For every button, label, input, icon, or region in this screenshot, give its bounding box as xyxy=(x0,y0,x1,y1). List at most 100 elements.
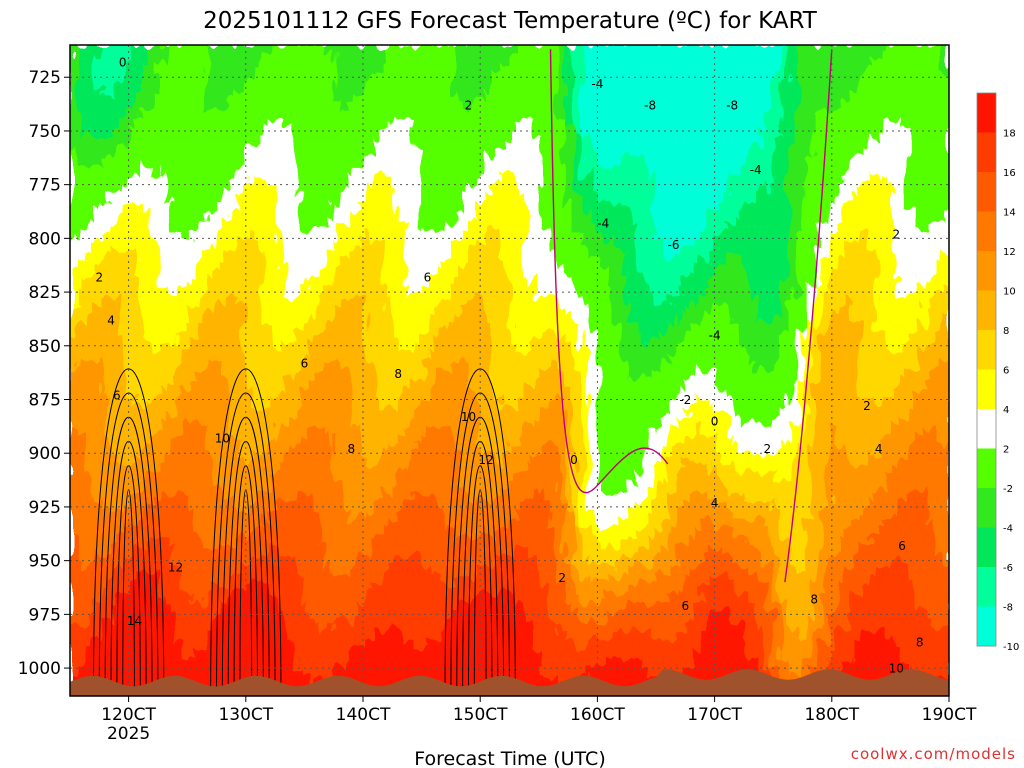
field-cell xyxy=(261,45,271,55)
field-cell xyxy=(620,593,630,604)
field-cell xyxy=(477,528,487,539)
field-cell xyxy=(405,165,415,176)
field-cell xyxy=(413,202,423,213)
field-cell xyxy=(237,593,247,604)
field-cell xyxy=(580,500,590,511)
field-cell xyxy=(509,314,518,325)
field-cell xyxy=(237,444,247,455)
field-cell xyxy=(293,537,303,548)
field-cell xyxy=(532,267,542,278)
field-cell xyxy=(213,667,223,678)
field-cell xyxy=(612,174,622,185)
field-cell xyxy=(309,509,319,520)
field-cell xyxy=(532,611,542,623)
field-cell xyxy=(596,230,606,241)
field-cell xyxy=(261,109,271,120)
field-cell xyxy=(540,267,550,278)
field-cell xyxy=(293,574,303,585)
field-cell xyxy=(317,444,327,455)
field-cell xyxy=(309,481,319,492)
field-cell xyxy=(109,267,119,278)
field-cell xyxy=(133,407,143,418)
field-cell xyxy=(493,63,503,74)
field-cell xyxy=(540,277,550,288)
field-cell xyxy=(117,249,127,260)
field-cell xyxy=(437,351,447,362)
field-cell xyxy=(501,630,510,641)
field-cell xyxy=(149,249,159,260)
field-cell xyxy=(70,425,79,437)
field-cell xyxy=(421,230,431,241)
field-cell xyxy=(341,472,351,483)
field-cell xyxy=(381,556,391,567)
field-cell xyxy=(413,165,423,176)
field-cell xyxy=(501,118,510,130)
field-cell xyxy=(213,193,223,204)
field-cell xyxy=(373,277,383,288)
field-cell xyxy=(524,165,534,176)
field-cell xyxy=(221,649,231,660)
field-cell xyxy=(213,211,223,223)
field-cell xyxy=(70,314,79,325)
field-cell xyxy=(588,137,598,148)
field-cell xyxy=(501,45,510,55)
field-cell xyxy=(253,397,263,409)
field-cell xyxy=(93,611,103,623)
field-cell xyxy=(620,221,630,232)
field-cell xyxy=(333,221,343,232)
field-cell xyxy=(197,146,207,158)
field-cell xyxy=(221,453,231,464)
field-cell xyxy=(620,249,630,260)
field-cell xyxy=(588,81,598,92)
field-cell xyxy=(413,351,423,362)
field-cell xyxy=(333,258,343,269)
field-cell xyxy=(501,128,510,139)
field-cell xyxy=(405,72,415,83)
field-cell xyxy=(77,323,87,334)
field-cell xyxy=(357,304,367,316)
field-cell xyxy=(301,342,311,353)
field-cell xyxy=(85,314,95,325)
field-cell xyxy=(612,128,622,139)
field-cell xyxy=(341,193,351,204)
field-cell xyxy=(548,165,558,176)
field-cell xyxy=(229,342,239,353)
field-cell xyxy=(181,565,191,576)
field-cell xyxy=(620,304,630,316)
field-cell xyxy=(77,453,87,464)
field-cell xyxy=(277,184,287,195)
field-cell xyxy=(580,249,590,260)
field-cell xyxy=(221,221,231,232)
field-cell xyxy=(357,518,367,530)
field-cell xyxy=(548,286,558,297)
field-cell xyxy=(572,100,582,111)
field-cell xyxy=(149,658,159,669)
field-cell xyxy=(485,304,495,316)
field-cell xyxy=(229,370,239,381)
field-cell xyxy=(620,184,630,195)
field-cell xyxy=(596,351,606,362)
field-cell xyxy=(397,546,407,557)
field-cell xyxy=(437,342,447,353)
field-cell xyxy=(349,239,359,251)
field-cell xyxy=(317,546,327,557)
field-cell xyxy=(309,351,319,362)
field-cell xyxy=(516,370,526,381)
field-cell xyxy=(620,63,630,74)
field-cell xyxy=(245,574,255,585)
field-cell xyxy=(389,193,399,204)
field-cell xyxy=(413,621,423,632)
field-cell xyxy=(261,602,271,613)
field-cell xyxy=(341,100,351,111)
field-cell xyxy=(381,323,391,334)
field-cell xyxy=(133,379,143,390)
field-cell xyxy=(389,528,399,539)
field-cell xyxy=(109,174,119,185)
field-cell xyxy=(277,314,287,325)
field-cell xyxy=(285,453,295,464)
field-cell xyxy=(93,667,103,678)
field-cell xyxy=(413,425,423,437)
field-cell xyxy=(293,45,303,55)
field-cell xyxy=(405,574,415,585)
field-cell xyxy=(133,286,143,297)
